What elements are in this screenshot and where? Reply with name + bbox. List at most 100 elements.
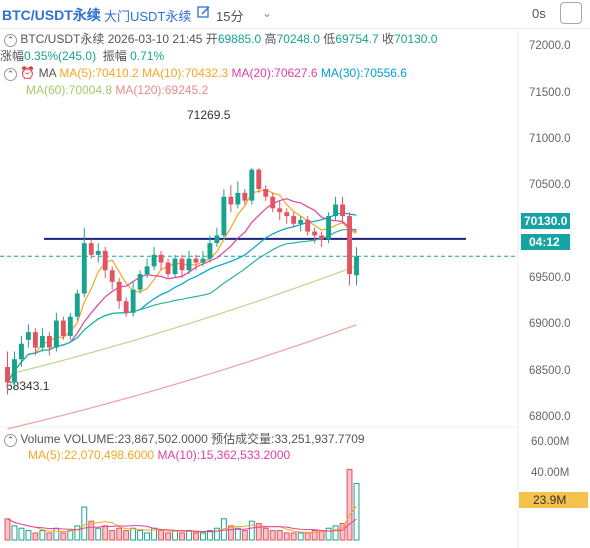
volume-bar [158, 530, 165, 541]
candle-body [298, 219, 304, 224]
candle-body [12, 359, 17, 383]
collapse-icon[interactable]: ⌃ [4, 34, 17, 47]
candle-body [5, 366, 10, 383]
volume-ma-line: MA(5):22,070,498.6000 MA(10):15,362,533.… [28, 448, 290, 462]
volume-bar [95, 527, 102, 541]
volume-bar [25, 530, 32, 541]
price-tick: 68500.0 [529, 365, 571, 377]
high-value: 70248.0 [276, 32, 320, 46]
ma60-line [7, 265, 357, 376]
top-bar: BTC/USDT永续 大门USDT永续 15分 ⌄ 0s [0, 0, 590, 29]
candle-body [151, 254, 157, 267]
volume-bar [248, 520, 255, 541]
candle-body [333, 204, 339, 217]
candle-body [193, 258, 199, 263]
ma-line: ⌃ ⏰ MA MA(5):70410.2 MA(10):70432.3 MA(2… [4, 66, 407, 81]
close-label: 收 [382, 32, 395, 46]
candle-body [172, 258, 178, 275]
candle-body [354, 256, 359, 276]
pair-title[interactable]: BTC/USDT永续 [2, 7, 101, 23]
candle-body [81, 243, 87, 294]
candle-body [88, 243, 94, 255]
volume-bar [290, 532, 297, 541]
price-tick: 72000.0 [529, 40, 571, 52]
volume-bar [32, 532, 39, 541]
volume-bar [53, 527, 60, 541]
ma30-line [6, 228, 357, 383]
candle-body [144, 266, 150, 275]
candle-body [200, 258, 206, 263]
price-tick: 71000.0 [529, 133, 571, 145]
countdown-label: 0s [532, 6, 546, 21]
price-tick: 71500.0 [529, 87, 571, 99]
volume-bar [60, 532, 67, 541]
volume-bar [206, 530, 213, 541]
volume-bar [311, 530, 318, 541]
candle-body [186, 258, 192, 271]
chevron-down-icon[interactable]: ⌄ [262, 6, 273, 20]
ma5-line [6, 189, 357, 383]
volume-bar [74, 525, 81, 541]
volume-bar [276, 530, 283, 541]
volume-bar [109, 530, 116, 541]
countdown-tag: 04:12 [521, 234, 570, 250]
volume-bar [213, 527, 220, 541]
volume-bar [130, 527, 137, 541]
market-name[interactable]: 大门USDT永续 [104, 9, 192, 24]
volume-bar [81, 506, 88, 541]
vol-collapse-icon[interactable]: ⌃ [4, 434, 17, 447]
volume-title: Volume [20, 432, 61, 446]
candle-body [256, 169, 262, 189]
ma30-label: MA(30):70556.6 [320, 66, 407, 80]
candle-body [25, 332, 31, 340]
low-value: 69754.7 [335, 32, 379, 46]
volume-bar [269, 530, 276, 541]
candle-body [95, 250, 101, 255]
candle-body [130, 289, 136, 313]
candle-body [319, 235, 325, 240]
candle-body [19, 343, 24, 360]
candle-body [39, 336, 45, 348]
candle-body [109, 270, 115, 282]
high-mark: 71269.5 [187, 108, 231, 122]
ma-collapse-icon[interactable]: ⌃ [4, 68, 17, 81]
candle-body [340, 204, 345, 217]
alarm-icon[interactable]: ⏰ [20, 66, 36, 80]
volume-bar [234, 527, 241, 541]
volume-bar [172, 530, 178, 541]
candle-body [270, 196, 276, 209]
ma120-label: MA(120):69245.2 [115, 83, 209, 97]
volume-bar [102, 525, 109, 541]
volume-bar [346, 468, 353, 541]
candle-body [158, 254, 164, 263]
price-tick: 69500.0 [529, 272, 571, 284]
candle-body [242, 192, 248, 201]
candle-body [32, 332, 38, 348]
price-tick: 68000.0 [529, 411, 571, 423]
candle-body [326, 216, 332, 240]
volume-bar [18, 527, 25, 541]
candle-body [235, 192, 241, 205]
candle-body [207, 243, 213, 259]
low-mark: 68343.1 [6, 379, 50, 393]
fullscreen-button[interactable] [560, 2, 582, 24]
interval-select[interactable]: 15分 [216, 9, 244, 24]
volume-bar [262, 527, 269, 541]
volume-bar [116, 527, 123, 541]
price-tick: 69000.0 [529, 318, 571, 330]
edit-icon[interactable] [197, 5, 211, 24]
high-label: 高 [264, 32, 277, 46]
ma-title: MA [38, 66, 56, 80]
volume-bar [137, 530, 144, 541]
volume-bar [304, 532, 311, 541]
volume-bar [11, 525, 18, 541]
candle-body [137, 274, 143, 290]
candle-body [284, 212, 290, 217]
volume-bar [88, 520, 95, 541]
candle-body [305, 219, 311, 232]
volume-bar [332, 525, 339, 541]
volume-bar [179, 532, 185, 541]
candle-body [179, 258, 185, 271]
volume-bar [297, 532, 304, 541]
